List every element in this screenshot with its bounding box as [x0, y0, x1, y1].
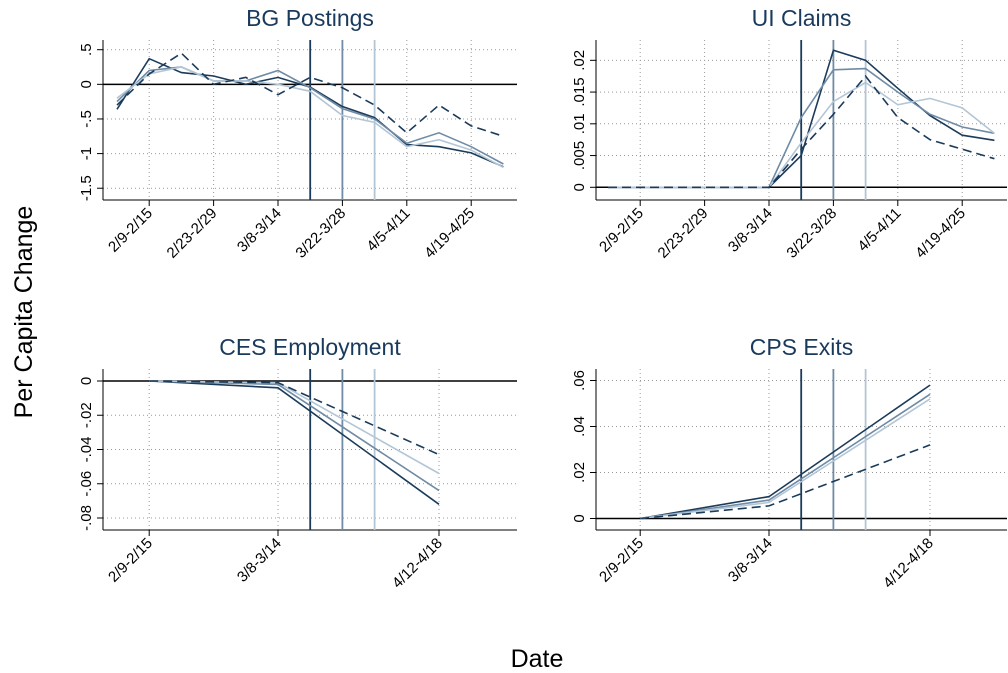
- chart-title: UI Claims: [752, 5, 852, 31]
- series-line: [116, 66, 504, 169]
- x-tick-label: 3/8-3/14: [725, 535, 776, 586]
- y-tick-label: -.06: [78, 471, 95, 497]
- x-tick-label: 4/12-4/18: [389, 535, 446, 592]
- x-tick-label: 4/19-4/25: [912, 205, 969, 262]
- y-tick-label: .005: [571, 141, 588, 170]
- series-line: [640, 384, 931, 520]
- y-tick-label: 0: [78, 80, 95, 88]
- series-line: [149, 380, 440, 505]
- y-tick-label: 0: [78, 377, 95, 385]
- series-line: [149, 380, 440, 456]
- series-line: [608, 74, 995, 189]
- x-axis-label: Date: [511, 645, 564, 673]
- y-tick-label: .06: [571, 370, 588, 391]
- x-tick-label: 2/23-2/29: [655, 205, 712, 262]
- chart-title: CES Employment: [219, 334, 401, 360]
- x-tick-label: 4/5-4/11: [363, 205, 413, 255]
- x-tick-label: 3/22-3/28: [292, 205, 349, 262]
- series-line: [640, 444, 931, 520]
- y-tick-label: .5: [78, 43, 95, 56]
- y-axis-label: Per Capita Change: [10, 206, 38, 419]
- y-tick-label: .015: [571, 77, 588, 106]
- x-tick-label: 2/23-2/29: [164, 205, 221, 262]
- y-tick-label: .02: [571, 462, 588, 483]
- x-tick-label: 2/9-2/15: [105, 535, 156, 586]
- x-tick-label: 3/8-3/14: [725, 205, 776, 256]
- y-tick-label: .02: [571, 50, 588, 71]
- y-tick-label: -.08: [78, 505, 95, 531]
- x-tick-label: 3/8-3/14: [234, 535, 285, 586]
- x-tick-label: 3/22-3/28: [783, 205, 840, 262]
- y-tick-label: -1: [78, 147, 95, 160]
- y-tick-label: 0: [571, 183, 588, 191]
- x-tick-label: 3/8-3/14: [234, 205, 285, 256]
- y-tick-label: -.04: [78, 437, 95, 463]
- y-tick-label: -1.5: [78, 175, 95, 201]
- x-tick-label: 2/9-2/15: [105, 205, 156, 256]
- chart-title: BG Postings: [246, 5, 374, 31]
- chart-title: CPS Exits: [750, 334, 854, 360]
- x-tick-label: 4/5-4/11: [854, 205, 904, 255]
- x-tick-label: 2/9-2/15: [596, 535, 647, 586]
- y-tick-label: -.02: [78, 402, 95, 428]
- x-tick-label: 4/19-4/25: [421, 205, 478, 262]
- x-tick-label: 4/12-4/18: [880, 535, 937, 592]
- y-tick-label: .01: [571, 113, 588, 134]
- y-tick-label: .04: [571, 416, 588, 437]
- y-tick-label: 0: [571, 514, 588, 522]
- y-tick-label: -.5: [78, 110, 95, 128]
- x-tick-label: 2/9-2/15: [596, 205, 647, 256]
- series-line: [640, 398, 931, 520]
